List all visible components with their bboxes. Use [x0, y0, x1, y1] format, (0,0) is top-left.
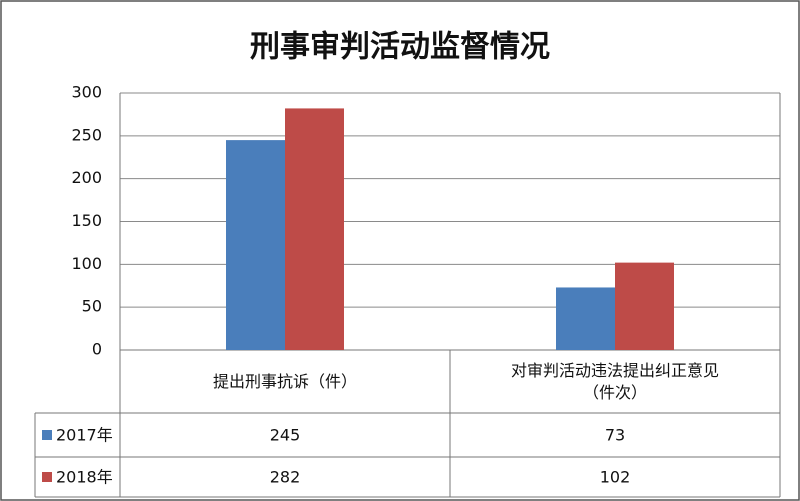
legend-label: 2018年: [56, 468, 113, 487]
bar: [285, 108, 344, 350]
chart-title: 刑事审判活动监督情况: [250, 30, 550, 65]
x-tick-label: 提出刑事抗诉（件）: [120, 350, 450, 413]
y-tick-label: 250: [71, 125, 102, 144]
legend-swatch: [42, 472, 52, 482]
y-tick-label: 100: [71, 254, 102, 273]
legend-swatch: [42, 430, 52, 440]
table-value: 245: [270, 426, 301, 445]
bar: [556, 287, 615, 350]
table-value: 102: [600, 468, 631, 487]
category-text: 对审判活动违法提出纠正意见（件次）: [510, 360, 719, 402]
category-text: 提出刑事抗诉（件）: [212, 371, 357, 391]
bar: [226, 140, 285, 350]
y-tick-label: 300: [71, 83, 102, 102]
x-tick-label: 对审判活动违法提出纠正意见（件次）: [450, 350, 780, 413]
legend-label: 2017年: [56, 426, 113, 445]
y-tick-label: 200: [71, 168, 102, 187]
bar: [615, 262, 674, 350]
table-value: 282: [270, 468, 301, 487]
y-tick-label: 150: [71, 211, 102, 230]
table-value: 73: [605, 426, 625, 445]
y-tick-label: 0: [92, 340, 102, 359]
y-tick-label: 50: [82, 297, 102, 316]
